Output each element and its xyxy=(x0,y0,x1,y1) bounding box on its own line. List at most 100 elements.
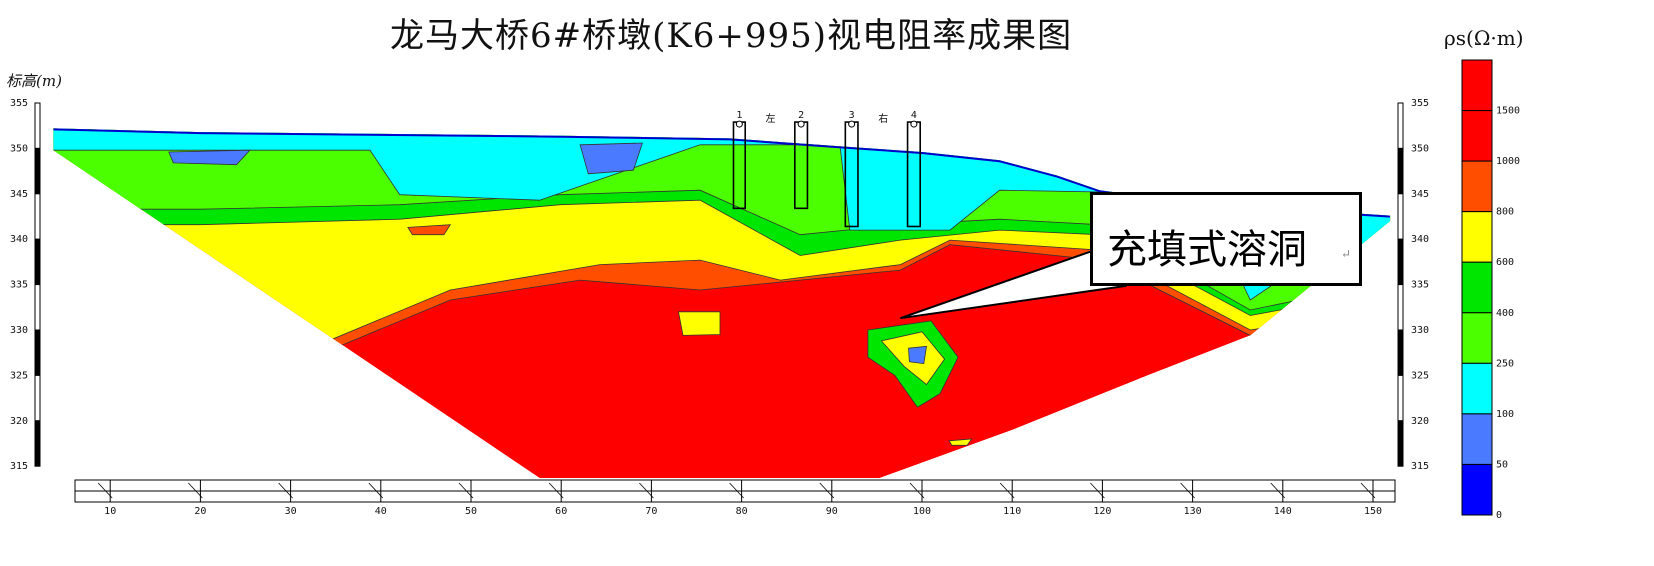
x-tick-label: 30 xyxy=(285,506,297,517)
x-tick-label: 140 xyxy=(1274,506,1292,517)
resistivity-pocket xyxy=(908,345,927,365)
x-tick-slash xyxy=(278,482,293,499)
y-tick-label-left: 350 xyxy=(10,143,28,154)
x-tick-label: 150 xyxy=(1364,506,1382,517)
y-tick-label-left: 355 xyxy=(10,98,28,109)
y-axis-scale-segment-left xyxy=(34,147,41,195)
colorbar-swatch xyxy=(1461,312,1493,364)
x-tick-slash xyxy=(368,482,384,499)
x-tick-slash xyxy=(819,482,835,499)
y-tick-label-right: 345 xyxy=(1411,189,1429,200)
x-tick-slash xyxy=(1360,482,1376,499)
borehole-head xyxy=(910,120,918,128)
colorbar-label: 50 xyxy=(1496,459,1508,470)
y-axis-scale-segment-right xyxy=(1397,238,1404,286)
colorbar-swatch xyxy=(1461,59,1493,112)
x-tick-slash xyxy=(999,482,1015,499)
x-tick-label: 70 xyxy=(645,506,657,517)
y-axis-scale-segment-left xyxy=(34,420,41,467)
colorbar-label: 100 xyxy=(1496,409,1514,420)
x-tick-label: 90 xyxy=(826,506,838,517)
x-tick-label: 130 xyxy=(1184,506,1202,517)
borehole-label: 1 xyxy=(736,110,742,121)
x-tick-slash xyxy=(1090,482,1105,499)
colorbar-swatch xyxy=(1461,413,1493,465)
chart-title: 龙马大桥6#桥墩(K6+995)视电阻率成果图 xyxy=(390,16,1073,56)
y-axis-scale-segment-left xyxy=(34,102,41,149)
y-axis-scale-segment-right xyxy=(1397,147,1404,195)
colorbar-title: ρs(Ω·m) xyxy=(1444,26,1524,50)
resistivity-pocket xyxy=(168,149,251,166)
borehole-side-label: 左 xyxy=(765,112,775,125)
x-tick-slash xyxy=(548,482,564,499)
y-tick-label-right: 350 xyxy=(1411,143,1429,154)
resistivity-pocket xyxy=(579,142,643,175)
colorbar-swatch xyxy=(1461,362,1493,415)
borehole-head xyxy=(735,120,743,128)
x-tick-label: 40 xyxy=(375,506,387,517)
x-tick-slash xyxy=(97,482,113,499)
x-tick-slash xyxy=(1270,482,1286,499)
x-tick-slash xyxy=(458,482,474,499)
colorbar-label: 600 xyxy=(1496,257,1514,268)
y-tick-label-left: 330 xyxy=(10,325,28,336)
colorbar-swatch xyxy=(1461,463,1493,516)
colorbar-swatch xyxy=(1461,160,1493,213)
borehole-side-label: 右 xyxy=(878,112,888,125)
x-tick-label: 100 xyxy=(913,506,931,517)
y-axis-scale-segment-right xyxy=(1397,420,1404,467)
y-axis-scale-segment-right xyxy=(1397,193,1404,240)
colorbar-label: 0 xyxy=(1496,510,1502,521)
y-axis-scale-segment-right xyxy=(1397,284,1404,331)
x-tick-label: 110 xyxy=(1003,506,1021,517)
return-mark: ↵ xyxy=(1340,247,1351,261)
colorbar-label: 1000 xyxy=(1496,156,1520,167)
x-tick-slash xyxy=(729,482,744,499)
borehole-head xyxy=(848,120,856,128)
colorbar-swatch xyxy=(1461,261,1493,314)
annotation-text: 充填式溶洞 xyxy=(1107,227,1307,273)
y-tick-label-right: 315 xyxy=(1411,461,1429,472)
x-tick-slash xyxy=(1180,482,1195,499)
resistivity-pocket xyxy=(678,311,721,336)
y-axis-scale-segment-right xyxy=(1397,374,1404,422)
y-axis-scale-segment-left xyxy=(34,374,41,422)
x-tick-label: 20 xyxy=(194,506,206,517)
x-tick-slash xyxy=(639,482,654,499)
y-axis-scale-segment-left xyxy=(34,284,41,331)
y-tick-label-left: 335 xyxy=(10,280,28,291)
y-tick-label-right: 355 xyxy=(1411,98,1429,109)
y-tick-label-left: 345 xyxy=(10,189,28,200)
resistivity-pocket xyxy=(948,438,973,446)
colorbar-label: 800 xyxy=(1496,207,1514,218)
x-tick-label: 50 xyxy=(465,506,477,517)
y-axis-scale-segment-left xyxy=(34,193,41,240)
x-tick-label: 120 xyxy=(1093,506,1111,517)
x-tick-label: 60 xyxy=(555,506,567,517)
y-tick-label-left: 340 xyxy=(10,234,28,245)
y-tick-label-right: 320 xyxy=(1411,416,1429,427)
y-axis-scale-segment-left xyxy=(34,238,41,286)
borehole-label: 4 xyxy=(911,110,917,121)
colorbar-label: 400 xyxy=(1496,308,1514,319)
colorbar-swatch xyxy=(1461,211,1493,263)
y-axis-label: 标高(m) xyxy=(6,72,62,90)
borehole-label: 2 xyxy=(798,110,804,121)
y-tick-label-right: 340 xyxy=(1411,234,1429,245)
y-tick-label-right: 335 xyxy=(1411,280,1429,291)
y-tick-label-right: 325 xyxy=(1411,370,1429,381)
y-tick-label-left: 320 xyxy=(10,416,28,427)
x-tick-slash xyxy=(188,482,203,499)
resistivity-zone xyxy=(53,128,1391,301)
x-tick-label: 80 xyxy=(736,506,748,517)
colorbar-swatch xyxy=(1461,110,1493,162)
x-tick-label: 10 xyxy=(104,506,116,517)
borehole-head xyxy=(797,120,805,128)
annotation-callout: 充填式溶洞 ↵ xyxy=(1090,192,1362,286)
resistivity-pocket xyxy=(407,224,452,236)
y-tick-label-left: 325 xyxy=(10,370,28,381)
colorbar-label: 1500 xyxy=(1496,106,1520,117)
y-tick-label-right: 330 xyxy=(1411,325,1429,336)
borehole-label: 3 xyxy=(849,110,855,121)
